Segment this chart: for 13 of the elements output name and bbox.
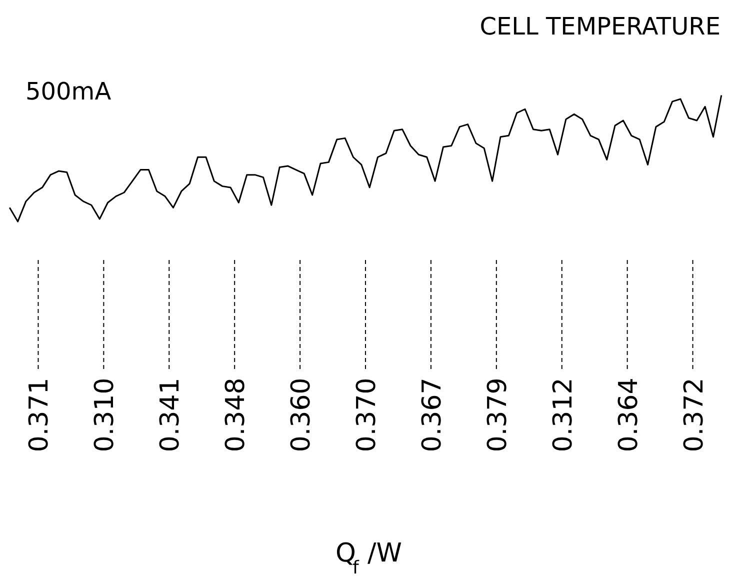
data-label: 0.371	[24, 378, 55, 452]
annotation: 500mA	[26, 78, 112, 106]
data-label: 0.310	[90, 378, 120, 452]
data-label: 0.367	[417, 378, 448, 452]
data-label: 0.370	[352, 378, 382, 452]
data-label: 0.360	[286, 378, 317, 452]
data-label: 0.312	[548, 378, 578, 452]
data-label: 0.379	[482, 378, 513, 452]
data-label: 0.372	[679, 378, 710, 452]
data-label: 0.341	[156, 378, 186, 452]
data-label: 0.348	[221, 378, 252, 452]
data-label: 0.364	[614, 378, 644, 452]
chart-title: CELL TEMPERATURE	[480, 12, 721, 40]
